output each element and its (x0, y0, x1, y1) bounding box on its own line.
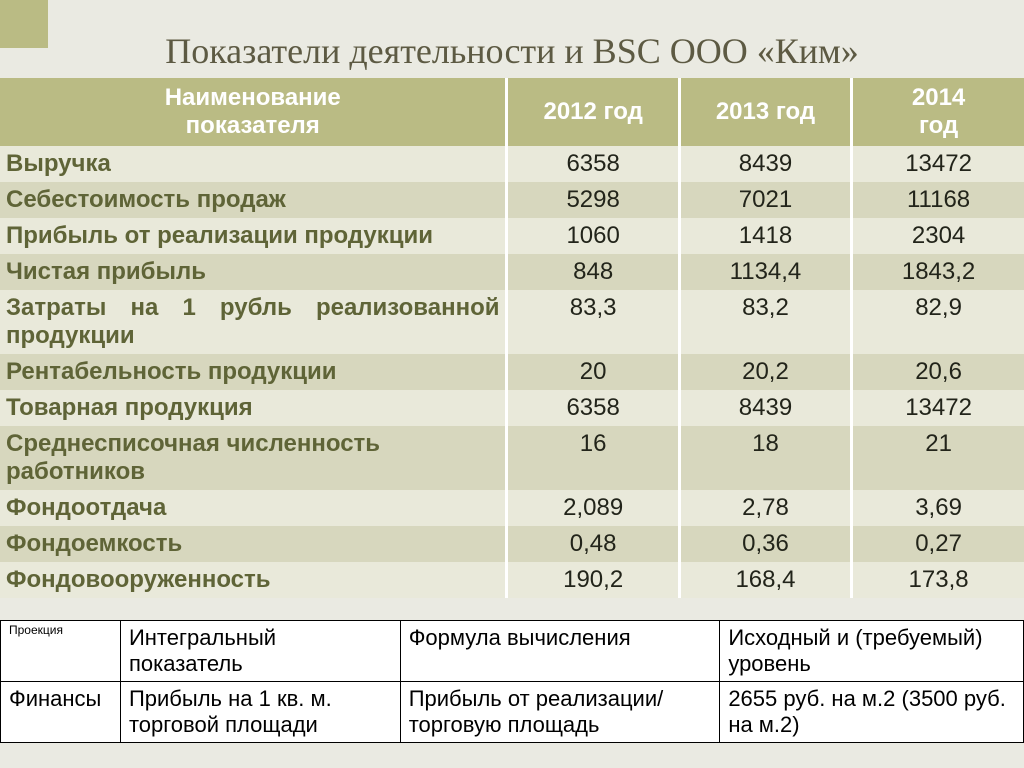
row-value: 6358 (507, 390, 679, 426)
header-2014-l1: 2014 (912, 84, 965, 111)
row-value: 0,48 (507, 526, 679, 562)
row-label: Среднесписочная численность работников (0, 426, 507, 490)
header-2014-l2: год (919, 112, 958, 139)
row-value: 16 (507, 426, 679, 490)
table-row: Товарная продукция6358843913472 (0, 390, 1024, 426)
row-value: 190,2 (507, 562, 679, 598)
row-label: Фондовооруженность (0, 562, 507, 598)
bsc-table: Проекция Интегральный показатель Формула… (0, 620, 1024, 743)
row-value: 11168 (852, 182, 1024, 218)
table-row: Фондоемкость0,480,360,27 (0, 526, 1024, 562)
bsc-r1: Финансы (1, 682, 121, 743)
header-name-l2: показателя (186, 112, 320, 139)
row-value: 21 (852, 426, 1024, 490)
header-name: Наименование показателя (0, 78, 507, 146)
row-value: 83,2 (679, 290, 851, 354)
table-row: Чистая прибыль8481134,41843,2 (0, 254, 1024, 290)
bsc-r2: Прибыль на 1 кв. м. торговой площади (120, 682, 400, 743)
table-row: Затраты на 1 рубль реализованной продукц… (0, 290, 1024, 354)
row-value: 2304 (852, 218, 1024, 254)
row-value: 3,69 (852, 490, 1024, 526)
row-value: 7021 (679, 182, 851, 218)
row-label: Затраты на 1 рубль реализованной продукц… (0, 290, 507, 354)
row-value: 0,27 (852, 526, 1024, 562)
row-value: 8439 (679, 146, 851, 182)
bsc-header-row: Проекция Интегральный показатель Формула… (1, 621, 1024, 682)
table-row: Фондовооруженность190,2168,4173,8 (0, 562, 1024, 598)
row-value: 168,4 (679, 562, 851, 598)
row-value: 1418 (679, 218, 851, 254)
row-label: Выручка (0, 146, 507, 182)
header-2014: 2014 год (852, 78, 1024, 146)
row-value: 13472 (852, 390, 1024, 426)
header-2012: 2012 год (507, 78, 679, 146)
row-value: 18 (679, 426, 851, 490)
table-row: Себестоимость продаж5298702111168 (0, 182, 1024, 218)
row-value: 13472 (852, 146, 1024, 182)
row-value: 1843,2 (852, 254, 1024, 290)
bsc-h2: Интегральный показатель (120, 621, 400, 682)
row-value: 20,6 (852, 354, 1024, 390)
row-label: Прибыль от реализации продукции (0, 218, 507, 254)
row-value: 0,36 (679, 526, 851, 562)
row-label: Фондоемкость (0, 526, 507, 562)
row-value: 2,78 (679, 490, 851, 526)
row-value: 1134,4 (679, 254, 851, 290)
row-value: 20 (507, 354, 679, 390)
bsc-h3: Формула вычисления (400, 621, 720, 682)
row-value: 6358 (507, 146, 679, 182)
slide: Показатели деятельности и BSC ООО «Ким» … (0, 0, 1024, 768)
row-value: 1060 (507, 218, 679, 254)
table-header-row: Наименование показателя 2012 год 2013 го… (0, 78, 1024, 146)
indicators-table: Наименование показателя 2012 год 2013 го… (0, 78, 1024, 598)
row-value: 83,3 (507, 290, 679, 354)
row-label: Фондоотдача (0, 490, 507, 526)
bsc-h4: Исходный и (требуемый) уровень (720, 621, 1024, 682)
row-value: 5298 (507, 182, 679, 218)
bsc-h1: Проекция (1, 621, 121, 682)
slide-title: Показатели деятельности и BSC ООО «Ким» (0, 30, 1024, 72)
table-row: Рентабельность продукции2020,220,6 (0, 354, 1024, 390)
row-label: Себестоимость продаж (0, 182, 507, 218)
header-name-l1: Наименование (165, 84, 341, 111)
bsc-r4: 2655 руб. на м.2 (3500 руб. на м.2) (720, 682, 1024, 743)
row-value: 8439 (679, 390, 851, 426)
table-row: Фондоотдача2,0892,783,69 (0, 490, 1024, 526)
row-label: Товарная продукция (0, 390, 507, 426)
row-label: Чистая прибыль (0, 254, 507, 290)
header-2013: 2013 год (679, 78, 851, 146)
row-label: Рентабельность продукции (0, 354, 507, 390)
bsc-data-row: Финансы Прибыль на 1 кв. м. торговой пло… (1, 682, 1024, 743)
table-row: Выручка6358843913472 (0, 146, 1024, 182)
row-value: 20,2 (679, 354, 851, 390)
row-value: 173,8 (852, 562, 1024, 598)
table-row: Прибыль от реализации продукции106014182… (0, 218, 1024, 254)
row-value: 848 (507, 254, 679, 290)
table-row: Среднесписочная численность работников16… (0, 426, 1024, 490)
row-value: 2,089 (507, 490, 679, 526)
bsc-r3: Прибыль от реализации/ торговую площадь (400, 682, 720, 743)
row-value: 82,9 (852, 290, 1024, 354)
